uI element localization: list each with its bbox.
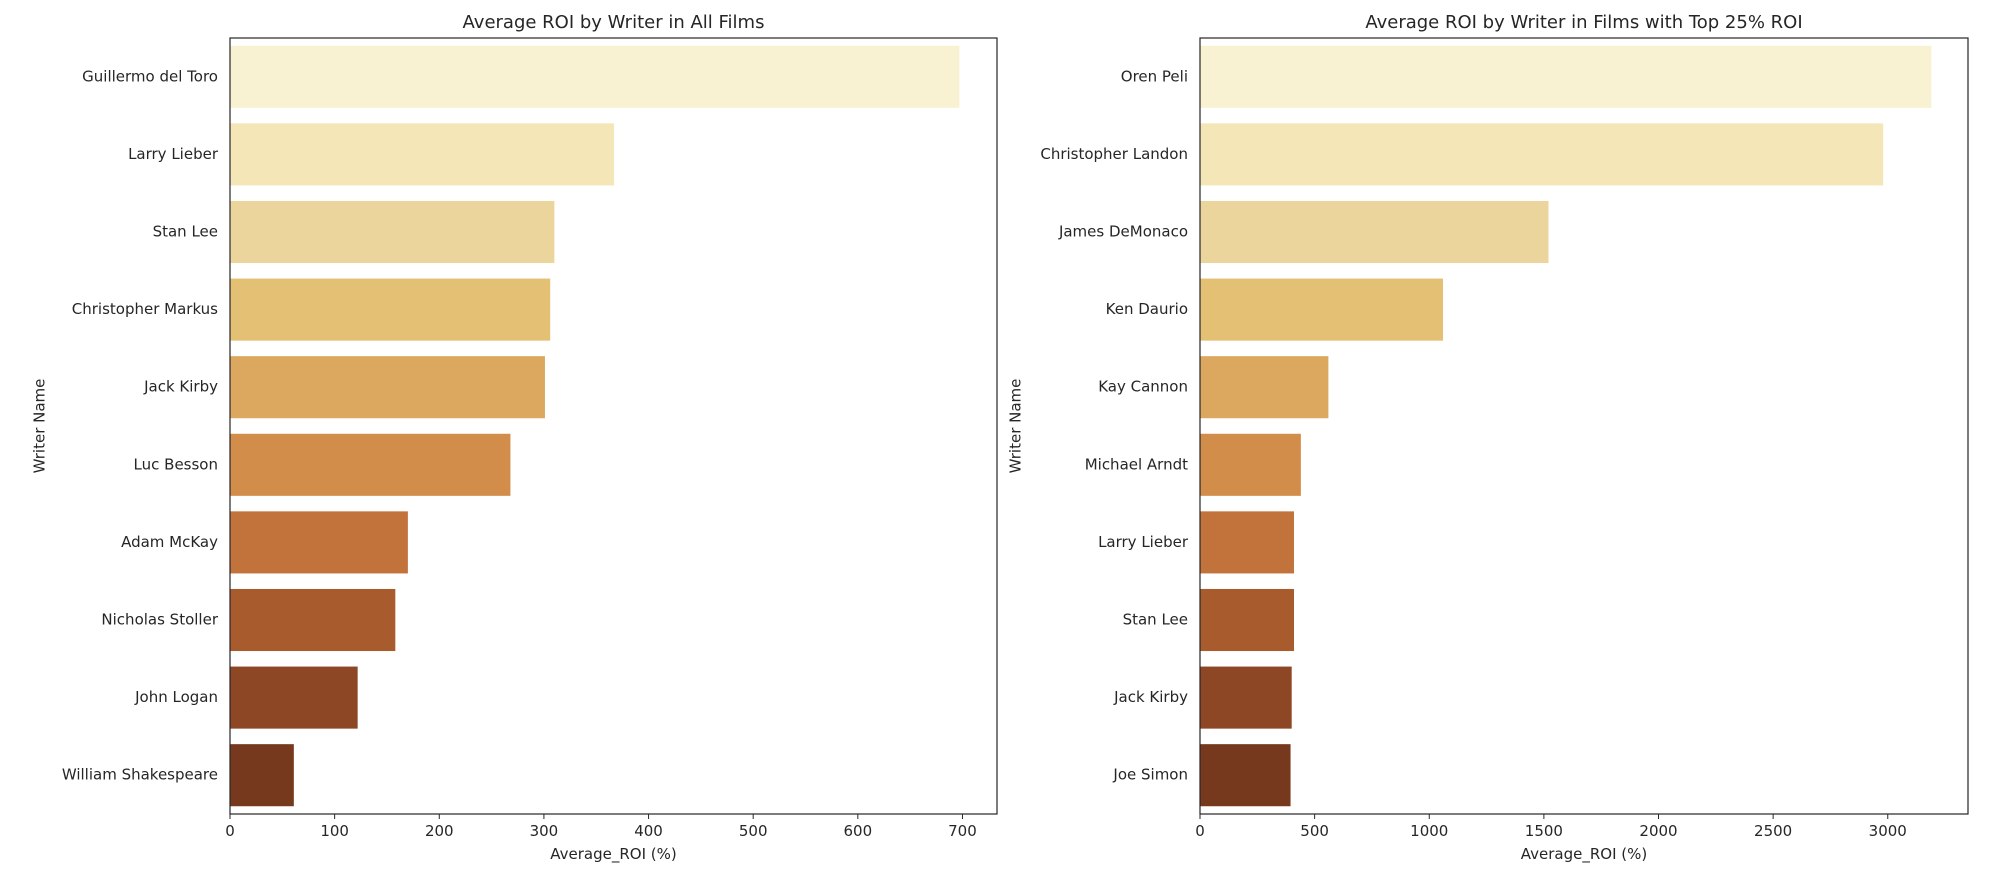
chart2-bar [1200,45,1932,108]
chart1-frame [229,37,998,815]
chart1-x-tick-label: 600 [844,822,873,840]
chart1-bar [230,666,358,729]
chart1-x-tick-label: 200 [425,822,454,840]
chart2-y-tick-label: Ken Daurio [1106,300,1188,318]
chart1-y-tick-label: Nicholas Stoller [101,611,218,629]
chart1-bar [230,45,960,108]
chart1-y-axis-label: Writer Name [31,379,49,474]
chart2-x-tick-label: 2000 [1639,822,1677,840]
chart2-y-tick-label: Christopher Landon [1040,145,1188,163]
chart1-y-tick-label: Larry Lieber [128,145,219,163]
chart2-x-tick-label: 0 [1195,822,1205,840]
chart2-y-tick-label: Kay Cannon [1098,378,1188,396]
chart2-bar [1200,511,1294,574]
chart2-x-tick-label: 3000 [1869,822,1907,840]
chart1-bar [230,588,396,652]
chart1-x-tick-label: 400 [634,822,663,840]
chart2-bar [1200,200,1549,264]
chart1-bar [230,433,511,496]
chart2-y-tick-label: Michael Arndt [1085,455,1188,473]
chart1-title: Average ROI by Writer in All Films [463,12,765,33]
chart1-y-tick-label: Christopher Markus [72,300,218,318]
chart1: Guillermo del Toro Larry Lieber Stan Lee Ch… [31,12,998,864]
chart2-frame [1199,37,1969,815]
chart1-x-tick-label: 700 [948,822,977,840]
chart1-y-tick-label: William Shakespeare [62,766,218,784]
chart2-title: Average ROI by Writer in Films with Top … [1365,12,1802,33]
chart2-bar [1200,666,1292,729]
chart2-x-axis-label: Average_ROI (%) [1521,845,1647,864]
chart2-y-tick-label: Jack Kirby [1113,688,1188,706]
chart2-x-tick-label: 500 [1300,822,1329,840]
chart2-x-tick-label: 1000 [1410,822,1448,840]
chart2-y-axis-label: Writer Name [1007,379,1025,474]
chart2-y-tick-label: Stan Lee [1123,611,1188,629]
chart2-bar [1200,356,1329,419]
chart2-y-tick-label: Larry Lieber [1098,533,1189,551]
chart1-y-tick-label: Stan Lee [153,223,218,241]
chart1-y-tick-label: John Logan [134,688,218,706]
chart2-bar [1200,744,1291,807]
chart1-x-tick-label: 100 [320,822,349,840]
chart1-x-axis-label: Average_ROI (%) [550,845,676,864]
chart1-x-tick-label: 500 [739,822,768,840]
chart2-y-tick-label: James DeMonaco [1058,223,1188,241]
chart1-y-tick-label: Luc Besson [134,455,218,473]
chart1-bar [230,278,551,341]
chart2-y-tick-label: Oren Peli [1121,67,1188,85]
chart1-bar [230,123,615,186]
chart2-x-tick-label: 2500 [1754,822,1792,840]
chart1-y-tick-label: Guillermo del Toro [82,67,218,85]
chart2: Oren Peli Christopher Landon James DeMonac… [1007,12,1969,864]
chart1-bar [230,744,294,807]
chart2-bar [1200,278,1444,341]
chart1-bar [230,356,545,419]
chart1-bar [230,511,408,574]
chart1-bar [230,200,555,264]
chart1-y-tick-label: Adam McKay [121,533,218,551]
chart2-bar [1200,433,1301,496]
chart1-y-tick-label: Jack Kirby [143,378,218,396]
chart1-x-tick-label: 0 [225,822,235,840]
chart2-y-tick-label: Joe Simon [1112,766,1188,784]
chart2-bar [1200,588,1294,652]
chart2-bar [1200,123,1884,186]
chart1-x-tick-label: 300 [530,822,559,840]
chart2-x-tick-label: 1500 [1525,822,1563,840]
